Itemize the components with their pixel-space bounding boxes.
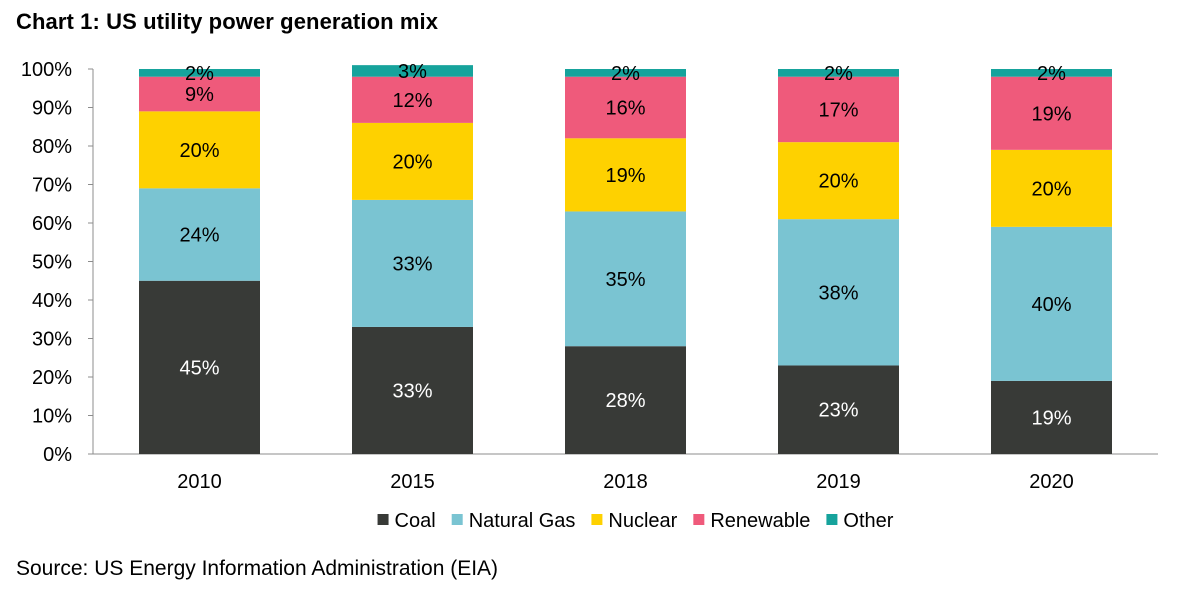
bar-segment-renewable [991, 76, 1112, 150]
bar-segment-nuclear [778, 142, 899, 220]
bar-segment-other [139, 69, 260, 77]
bar-segment-renewable [565, 76, 686, 139]
legend: Coal Natural Gas Nuclear Renewable Other [377, 510, 894, 532]
data-label: 38% [818, 282, 858, 304]
y-tick-label: 80% [32, 136, 72, 158]
bar-segment-renewable [778, 76, 899, 143]
bar-segment-other [778, 69, 899, 77]
data-label: 20% [1031, 178, 1071, 200]
legend-swatch [591, 514, 603, 525]
bar-segment-coal [991, 380, 1112, 454]
y-tick-label: 20% [32, 367, 72, 389]
legend-label: Other [843, 510, 893, 532]
y-tick-label: 60% [32, 213, 72, 235]
data-label: 17% [818, 99, 858, 121]
data-label: 40% [1031, 294, 1071, 316]
legend-label: Natural Gas [469, 510, 576, 532]
data-label: 19% [1031, 407, 1071, 429]
data-label: 3% [398, 61, 427, 83]
x-tick-label: 2020 [1029, 471, 1074, 493]
x-tick-label: 2010 [177, 471, 222, 493]
y-tick-label: 30% [32, 329, 72, 351]
data-label: 35% [605, 269, 645, 291]
legend-swatch [826, 514, 838, 525]
legend-label: Coal [395, 510, 436, 532]
y-tick-label: 90% [32, 98, 72, 120]
bar-segment-nuclear [565, 138, 686, 212]
bar-stack-2015: 33% 33% 20% 12% 3% [352, 61, 473, 454]
bar-segment-natural-gas [565, 211, 686, 347]
y-tick-label: 50% [32, 252, 72, 274]
data-label: 19% [1031, 103, 1071, 125]
bar-segment-coal [139, 280, 260, 454]
chart-source: Source: US Energy Information Administra… [16, 557, 499, 580]
data-label: 24% [179, 225, 219, 247]
chart-title: Chart 1: US utility power generation mix [16, 9, 439, 34]
y-tick-label: 70% [32, 175, 72, 197]
x-axis: 2010 2015 2018 2019 2020 [93, 453, 1158, 493]
data-label: 9% [185, 84, 214, 106]
data-label: 12% [392, 90, 432, 112]
data-label: 20% [818, 171, 858, 193]
bar-segment-natural-gas [991, 226, 1112, 381]
data-label: 19% [605, 165, 645, 187]
legend-item-natural-gas: Natural Gas [451, 510, 576, 532]
bar-stack-2020: 19% 40% 20% 19% 2% [991, 63, 1112, 454]
bar-segment-renewable [139, 76, 260, 112]
data-label: 16% [605, 98, 645, 120]
bar-series-group: 45%24%20%9%2%33%33%20%12%3%28%35%19%16%2… [139, 61, 1112, 454]
data-label: 45% [179, 357, 219, 379]
data-label: 2% [185, 63, 214, 85]
y-tick-label: 10% [32, 406, 72, 428]
x-tick-label: 2018 [603, 471, 648, 493]
data-label: 2% [611, 63, 640, 85]
data-label: 2% [824, 63, 853, 85]
bar-segment-nuclear [139, 111, 260, 189]
bar-stack-2018: 28% 35% 19% 16% 2% [565, 63, 686, 454]
bar-segment-other [352, 65, 473, 77]
x-tick-label: 2019 [816, 471, 861, 493]
legend-item-other: Other [826, 510, 894, 532]
y-axis: 0% 10% 20% 30% 40% 50% 60% 70% 80% 90% 100% [21, 59, 94, 466]
bar-stack-2019: 23% 38% 20% 17% 2% [778, 63, 899, 454]
bar-segment-nuclear [991, 149, 1112, 227]
bar-segment-nuclear [352, 122, 473, 200]
y-tick-label: 40% [32, 290, 72, 312]
y-tick-label: 100% [21, 59, 72, 81]
legend-swatch [451, 514, 463, 525]
bar-segment-renewable [352, 76, 473, 123]
bar-segment-other [565, 69, 686, 77]
legend-item-renewable: Renewable [693, 510, 810, 532]
bar-segment-coal [778, 365, 899, 454]
bar-stack-2010: 45% 24% 20% 9%2% [139, 63, 260, 454]
bar-segment-natural-gas [778, 219, 899, 366]
bar-segment-natural-gas [352, 199, 473, 327]
legend-swatch [377, 514, 389, 525]
data-label: 2% [1037, 63, 1066, 85]
legend-item-nuclear: Nuclear [591, 510, 678, 532]
data-label: 20% [392, 151, 432, 173]
y-tick-label: 0% [43, 444, 72, 466]
bar-segment-natural-gas [139, 188, 260, 281]
legend-swatch [693, 514, 705, 525]
legend-label: Renewable [710, 510, 810, 532]
x-tick-label: 2015 [390, 471, 435, 493]
bar-segment-coal [352, 326, 473, 454]
data-label: 28% [605, 390, 645, 412]
data-label: 20% [179, 140, 219, 162]
legend-label: Nuclear [608, 510, 677, 532]
bar-segment-coal [565, 346, 686, 454]
data-label: 23% [818, 400, 858, 422]
bar-segment-other [991, 69, 1112, 77]
data-label: 33% [392, 253, 432, 275]
data-label: 33% [392, 380, 432, 402]
legend-item-coal: Coal [377, 510, 436, 532]
